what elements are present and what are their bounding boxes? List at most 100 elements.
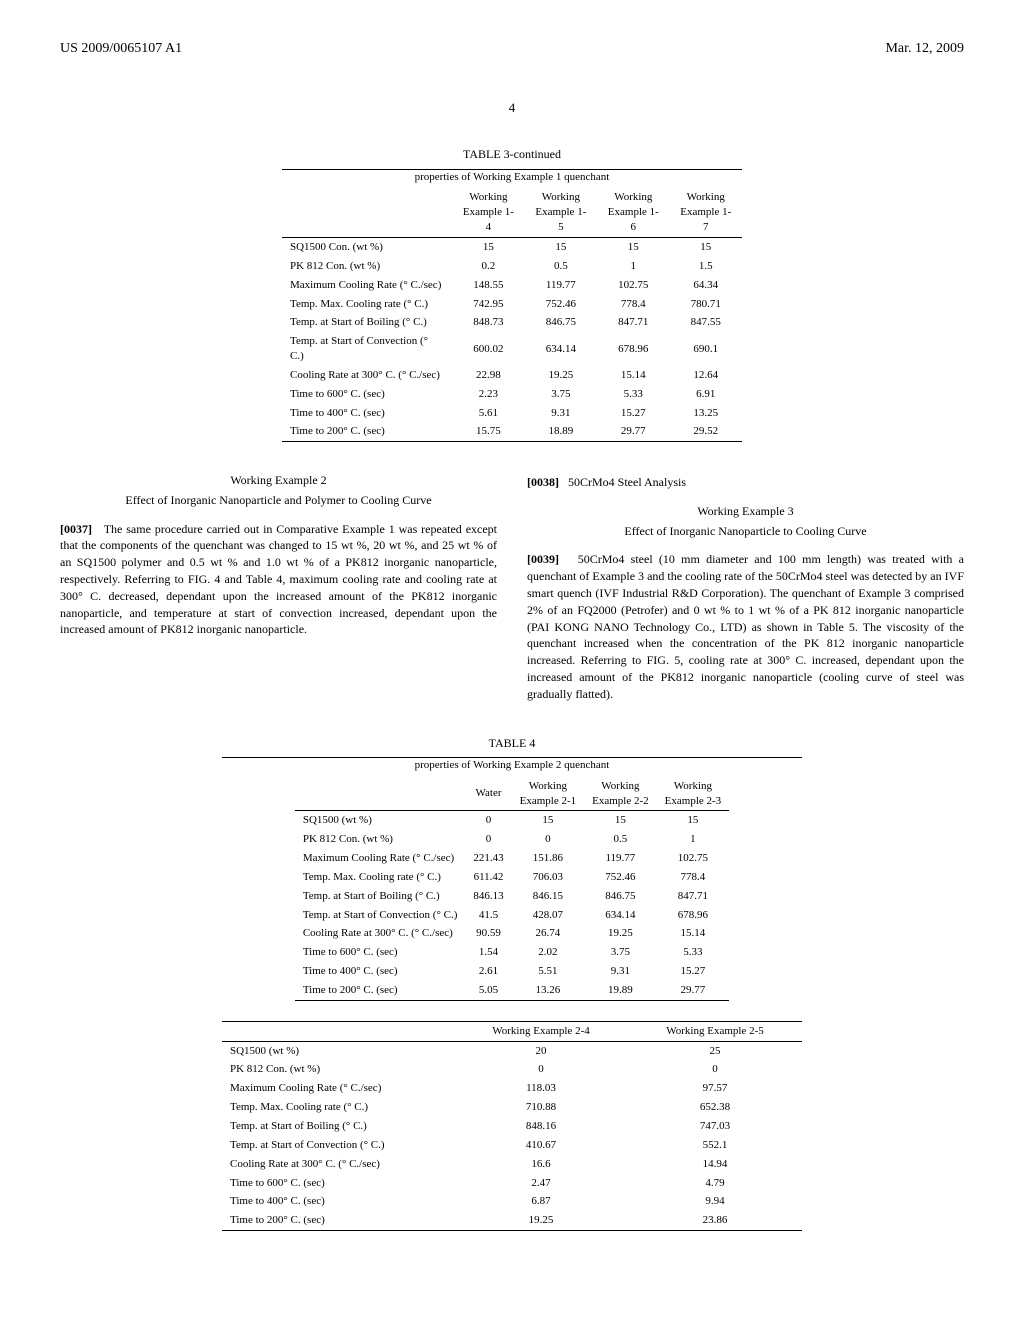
table-cell: 15.75 [452, 422, 524, 441]
table-cell: 848.73 [452, 313, 524, 332]
table-row: Temp. at Start of Boiling (° C.)846.1384… [295, 887, 729, 906]
table-cell: 15.14 [597, 366, 669, 385]
table-row: Temp. at Start of Convection (° C.)41.54… [295, 906, 729, 925]
table-cell: 14.94 [628, 1155, 802, 1174]
table-header-cell: WorkingExample 1-6 [597, 188, 669, 237]
table-cell: 846.75 [584, 887, 657, 906]
table-cell: 847.71 [657, 887, 730, 906]
table-cell: Temp. Max. Cooling rate (° C.) [282, 295, 452, 314]
table-row: PK 812 Con. (wt %)0.20.511.5 [282, 257, 742, 276]
table-cell: Temp. at Start of Boiling (° C.) [282, 313, 452, 332]
table-cell: 1 [657, 830, 730, 849]
table-cell: 5.51 [512, 962, 585, 981]
table-cell: 0 [628, 1060, 802, 1079]
table-cell: 0.5 [584, 830, 657, 849]
paragraph-39: [0039] 50CrMo4 steel (10 mm diameter and… [527, 551, 964, 702]
table-row: Time to 200° C. (sec)19.2523.86 [222, 1211, 802, 1230]
table-cell: 0 [465, 830, 511, 849]
table-cell: 15 [657, 811, 730, 830]
table-cell: 0.5 [525, 257, 597, 276]
table-cell: 778.4 [657, 868, 730, 887]
table-header-cell: WorkingExample 1-4 [452, 188, 524, 237]
table-header-cell: WorkingExample 2-1 [512, 777, 585, 811]
table-cell: 23.86 [628, 1211, 802, 1230]
table-row: Time to 400° C. (sec)6.879.94 [222, 1192, 802, 1211]
table-cell: 1.5 [670, 257, 742, 276]
table-row: Time to 400° C. (sec)5.619.3115.2713.25 [282, 404, 742, 423]
table-cell: Temp. at Start of Boiling (° C.) [222, 1117, 454, 1136]
table-cell: 742.95 [452, 295, 524, 314]
table-cell: 15 [670, 238, 742, 257]
table-cell: 25 [628, 1042, 802, 1061]
table-cell: 22.98 [452, 366, 524, 385]
table-cell: 752.46 [525, 295, 597, 314]
table-cell: 0 [512, 830, 585, 849]
table-cell: 15 [512, 811, 585, 830]
table-cell: Temp. Max. Cooling rate (° C.) [222, 1098, 454, 1117]
table-cell: Temp. at Start of Convection (° C.) [282, 332, 452, 366]
table-cell: SQ1500 Con. (wt %) [282, 238, 452, 257]
table-cell: 428.07 [512, 906, 585, 925]
table-4-container: TABLE 4 properties of Working Example 2 … [222, 735, 802, 1231]
table-cell: Time to 600° C. (sec) [295, 943, 466, 962]
working-example-2-subtitle: Effect of Inorganic Nanoparticle and Pol… [60, 492, 497, 508]
table-cell: 747.03 [628, 1117, 802, 1136]
doc-number: US 2009/0065107 A1 [60, 40, 182, 59]
table-cell: Cooling Rate at 300° C. (° C./sec) [222, 1155, 454, 1174]
table-row: SQ1500 (wt %)2025 [222, 1042, 802, 1061]
table-cell: Maximum Cooling Rate (° C./sec) [282, 276, 452, 295]
table-header-cell: Working Example 2-5 [628, 1022, 802, 1041]
table-cell: 3.75 [525, 385, 597, 404]
table-cell: Time to 200° C. (sec) [295, 981, 466, 1000]
table-cell: 778.4 [597, 295, 669, 314]
table-cell: Time to 400° C. (sec) [295, 962, 466, 981]
table-4-subtitle: properties of Working Example 2 quenchan… [222, 758, 802, 773]
table-row: Temp. at Start of Boiling (° C.)848.1674… [222, 1117, 802, 1136]
table-3-subtitle: properties of Working Example 1 quenchan… [282, 170, 742, 185]
table-header-cell: WorkingExample 2-2 [584, 777, 657, 811]
table-cell: 148.55 [452, 276, 524, 295]
paragraph-38: [0038] 50CrMo4 Steel Analysis [527, 474, 964, 491]
table-cell: 5.33 [597, 385, 669, 404]
table-cell: 15.27 [597, 404, 669, 423]
table-cell: 634.14 [525, 332, 597, 366]
table-cell: Temp. Max. Cooling rate (° C.) [295, 868, 466, 887]
table-cell: 15 [597, 238, 669, 257]
doc-date: Mar. 12, 2009 [885, 40, 964, 59]
table-cell: 752.46 [584, 868, 657, 887]
table-row: Cooling Rate at 300° C. (° C./sec)22.981… [282, 366, 742, 385]
table-3-title: TABLE 3-continued [282, 146, 742, 162]
table-3: WorkingExample 1-4WorkingExample 1-5Work… [282, 188, 742, 442]
table-cell: 19.25 [584, 924, 657, 943]
table-cell: 706.03 [512, 868, 585, 887]
table-cell: 119.77 [584, 849, 657, 868]
table-cell: 64.34 [670, 276, 742, 295]
para-37-text: The same procedure carried out in Compar… [60, 522, 497, 637]
table-cell: 611.42 [465, 868, 511, 887]
table-row: Time to 600° C. (sec)2.233.755.336.91 [282, 385, 742, 404]
table-cell: 13.26 [512, 981, 585, 1000]
table-cell: Temp. at Start of Boiling (° C.) [295, 887, 466, 906]
table-cell: Maximum Cooling Rate (° C./sec) [222, 1079, 454, 1098]
table-cell: 26.74 [512, 924, 585, 943]
page-header: US 2009/0065107 A1 Mar. 12, 2009 [60, 40, 964, 59]
table-row: PK 812 Con. (wt %)00 [222, 1060, 802, 1079]
table-cell: 1 [597, 257, 669, 276]
table-row: Time to 400° C. (sec)2.615.519.3115.27 [295, 962, 729, 981]
table-cell: Time to 200° C. (sec) [222, 1211, 454, 1230]
table-row: Time to 200° C. (sec)5.0513.2619.8929.77 [295, 981, 729, 1000]
table-cell: 9.31 [525, 404, 597, 423]
table-cell: 678.96 [597, 332, 669, 366]
two-column-section: Working Example 2 Effect of Inorganic Na… [60, 462, 964, 714]
para-39-text: 50CrMo4 steel (10 mm diameter and 100 mm… [527, 552, 964, 700]
table-cell: SQ1500 (wt %) [222, 1042, 454, 1061]
page-number: 4 [60, 99, 964, 117]
table-cell: 4.79 [628, 1174, 802, 1193]
table-header-cell: WorkingExample 2-3 [657, 777, 730, 811]
table-row: Temp. Max. Cooling rate (° C.)710.88652.… [222, 1098, 802, 1117]
table-cell: 97.57 [628, 1079, 802, 1098]
right-column: [0038] 50CrMo4 Steel Analysis Working Ex… [527, 462, 964, 714]
table-cell: 847.71 [597, 313, 669, 332]
table-row: PK 812 Con. (wt %)000.51 [295, 830, 729, 849]
table-cell: 151.86 [512, 849, 585, 868]
